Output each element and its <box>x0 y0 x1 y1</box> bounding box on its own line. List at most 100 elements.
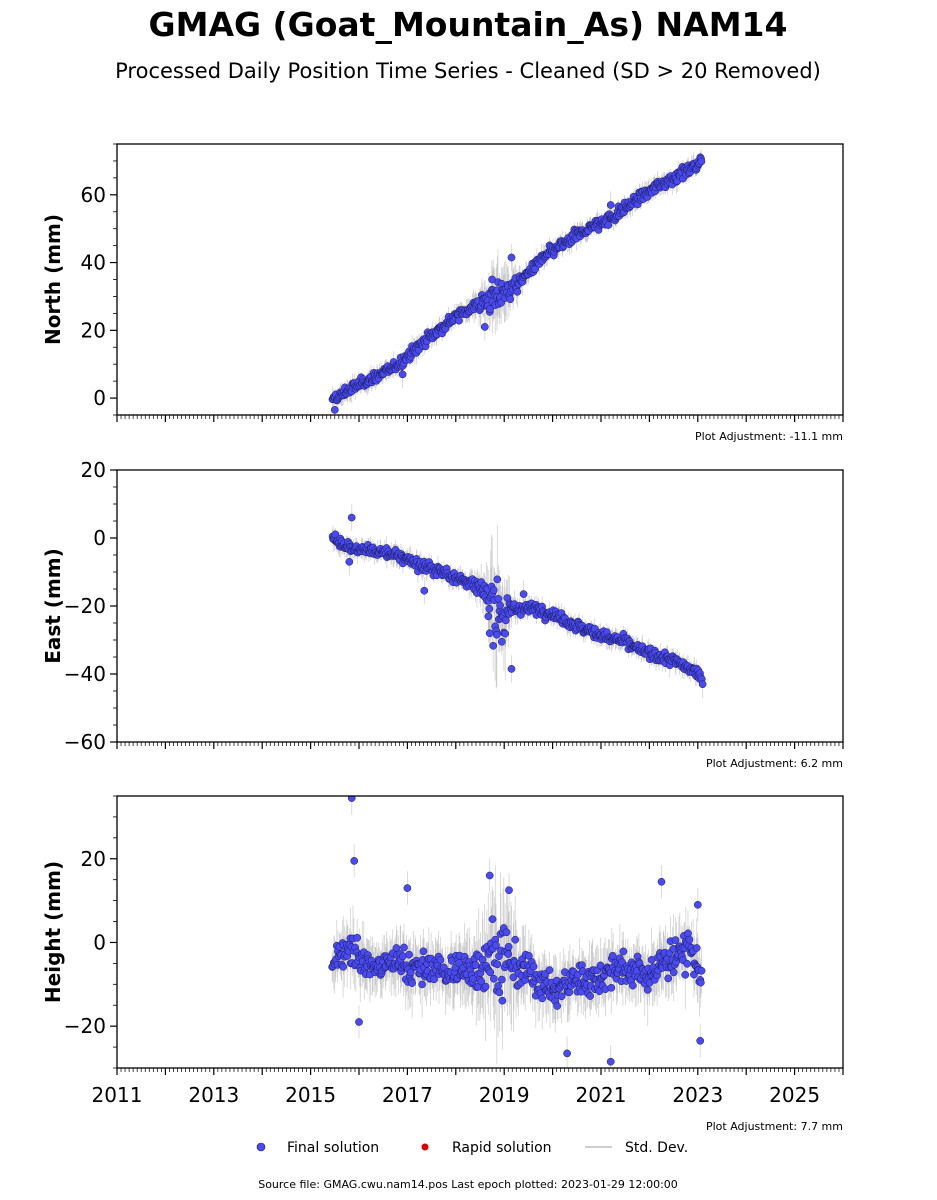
final-solution-point <box>398 370 407 379</box>
final-solution-point <box>586 992 594 1000</box>
east-plot-adjustment: Plot Adjustment: 6.2 mm <box>706 757 843 770</box>
final-solution-point <box>511 935 520 944</box>
final-solution-point <box>492 941 500 950</box>
final-solution-point <box>485 871 494 880</box>
final-solution-point <box>606 1057 615 1066</box>
final-solution-point <box>436 956 445 964</box>
final-solution-point <box>697 157 706 166</box>
height-xtick-label: 2019 <box>479 1083 530 1107</box>
north-panel: 0 20 40 60 North (mm) Plot Adjustment: -11.… <box>41 143 844 443</box>
figure-title: GMAG (Goat_Mountain_As) NAM14 <box>149 5 788 44</box>
final-solution-point <box>529 962 538 971</box>
height-xtick-label: 2011 <box>92 1083 143 1107</box>
final-solution-point <box>683 959 692 968</box>
final-solution-point <box>488 275 496 284</box>
east-ytick-label: 20 <box>81 458 106 482</box>
height-xtick-label: 2017 <box>382 1083 433 1107</box>
final-solution-point <box>355 1018 363 1026</box>
final-solution-point <box>330 406 339 414</box>
final-solution-point <box>681 970 690 979</box>
final-solution-point <box>496 601 504 610</box>
final-solution-point <box>563 1049 571 1058</box>
final-solution-point <box>696 1036 705 1045</box>
height-ytick-label: 20 <box>81 847 106 871</box>
north-ytick-label: 40 <box>81 251 106 275</box>
final-solution-point <box>628 981 637 990</box>
final-solution-point <box>502 928 511 937</box>
final-solution-point <box>553 1002 562 1010</box>
final-solution-point <box>685 935 694 944</box>
height-plot-frame <box>116 795 844 1069</box>
final-solution-point <box>347 796 356 802</box>
final-solution-point <box>505 886 513 895</box>
height-plot-adjustment: Plot Adjustment: 7.7 mm <box>706 1120 843 1133</box>
height-final-solution-points <box>328 796 706 1066</box>
height-xtick-label: 2015 <box>285 1083 336 1107</box>
height-std-dev-bars <box>331 796 702 1068</box>
north-plot-frame <box>116 143 844 416</box>
final-solution-point <box>538 994 547 1003</box>
east-plot-frame <box>116 469 844 743</box>
final-solution-point <box>545 966 554 974</box>
final-solution-point <box>418 980 426 989</box>
final-solution-point <box>565 988 574 997</box>
final-solution-point <box>485 629 494 638</box>
final-solution-point <box>477 977 486 986</box>
east-ytick-label: −40 <box>64 662 106 686</box>
final-solution-point <box>347 513 356 522</box>
east-ytick-label: −20 <box>64 594 106 618</box>
final-solution-point <box>608 951 617 960</box>
final-solution-point <box>507 253 516 262</box>
final-solution-point <box>494 594 503 603</box>
final-solution-point <box>493 960 502 969</box>
final-solution-point <box>498 996 507 1005</box>
final-solution-point <box>692 944 701 952</box>
final-solution-point <box>643 986 652 994</box>
final-solution-point <box>504 942 513 951</box>
final-solution-point <box>698 680 707 689</box>
final-solution-point <box>619 947 628 956</box>
source-footer: Source file: GMAG.cwu.nam14.pos Last epo… <box>258 1178 678 1191</box>
east-ytick-label: −60 <box>64 730 106 754</box>
height-ytick-label: −20 <box>64 1014 106 1038</box>
final-solution-point <box>696 978 705 987</box>
final-solution-point <box>519 590 528 598</box>
final-solution-point <box>405 950 413 959</box>
final-solution-point <box>345 557 354 566</box>
final-solution-point <box>697 966 706 975</box>
final-solution-point <box>350 857 359 865</box>
height-xtick-label: 2013 <box>188 1083 239 1107</box>
legend: Final solution Rapid solution Std. Dev. <box>256 1140 688 1156</box>
final-solution-point <box>509 973 518 982</box>
final-solution-point <box>419 947 428 956</box>
final-solution-point <box>671 936 680 944</box>
final-solution-point <box>406 968 415 977</box>
legend-rapid-marker <box>421 1143 429 1151</box>
final-solution-point <box>403 884 412 892</box>
height-xtick-label: 2023 <box>672 1083 723 1107</box>
final-solution-point <box>408 979 416 987</box>
final-solution-point <box>420 586 429 595</box>
final-solution-point <box>557 992 566 1001</box>
final-solution-point <box>488 915 497 924</box>
final-solution-point <box>494 982 502 990</box>
legend-std-dev-label: Std. Dev. <box>625 1140 688 1156</box>
final-solution-point <box>489 974 498 983</box>
height-xtick-label: 2025 <box>769 1083 820 1107</box>
final-solution-point <box>492 630 501 639</box>
final-solution-point <box>339 962 347 971</box>
final-solution-point <box>501 616 510 625</box>
height-ytick-label: 0 <box>93 930 106 954</box>
final-solution-point <box>486 305 494 313</box>
height-ylabel: Height (mm) <box>41 861 65 1003</box>
final-solution-point <box>497 637 506 646</box>
final-solution-point <box>485 604 494 613</box>
final-solution-point <box>513 287 522 296</box>
final-solution-point <box>489 586 498 594</box>
final-solution-point <box>607 983 616 992</box>
final-solution-point <box>606 201 615 209</box>
final-solution-point <box>398 952 407 961</box>
north-ylabel: North (mm) <box>41 214 65 345</box>
final-solution-point <box>484 612 493 621</box>
